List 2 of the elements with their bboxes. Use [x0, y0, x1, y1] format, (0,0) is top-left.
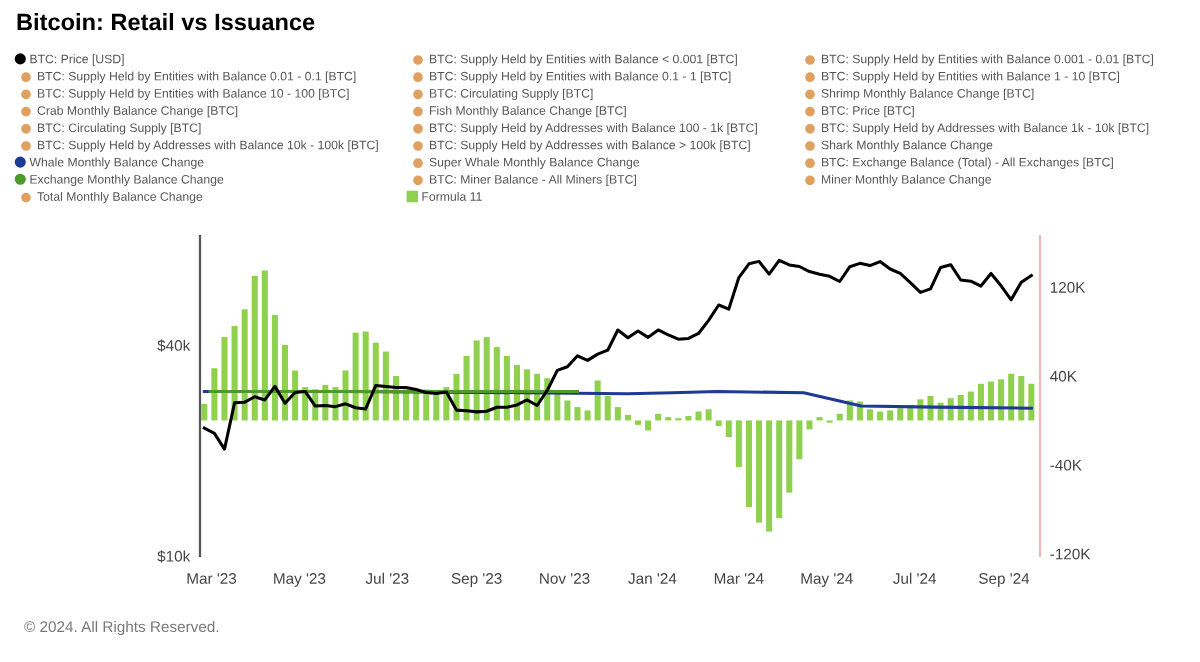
line-series [202, 258, 1033, 451]
chart-title: Bitcoin: Retail vs Issuance [17, 13, 315, 31]
